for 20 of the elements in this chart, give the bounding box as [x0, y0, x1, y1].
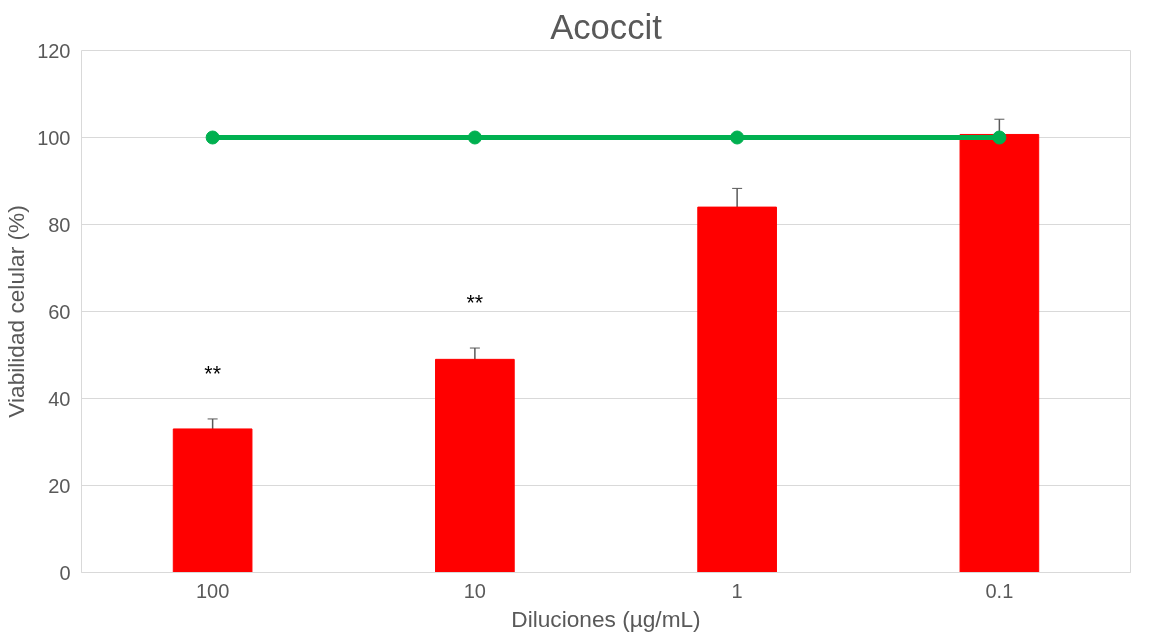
- x-axis-title: Diluciones (µg/mL): [511, 605, 701, 632]
- x-tick-label: 10: [463, 579, 486, 602]
- y-tick-label: 80: [48, 213, 71, 236]
- y-tick-label: 20: [48, 474, 71, 497]
- bar: [959, 133, 1040, 573]
- y-tick-label: 40: [48, 387, 71, 410]
- annotation: **: [466, 291, 484, 316]
- bar: [697, 206, 777, 573]
- x-tick-label: 0.1: [985, 579, 1014, 602]
- bar: [172, 428, 253, 573]
- x-tick-label: 1: [731, 579, 743, 602]
- y-tick-label: 100: [37, 126, 71, 149]
- chart-title: Acoccit: [550, 7, 663, 46]
- annotation: **: [204, 361, 221, 386]
- y-tick-label: 0: [59, 561, 71, 584]
- y-axis-title: Viabilidad celular (%): [3, 205, 30, 418]
- x-tick-label: 100: [195, 579, 230, 602]
- y-tick-label: 120: [37, 39, 71, 62]
- bar: [435, 358, 515, 573]
- y-tick-label: 60: [48, 300, 71, 323]
